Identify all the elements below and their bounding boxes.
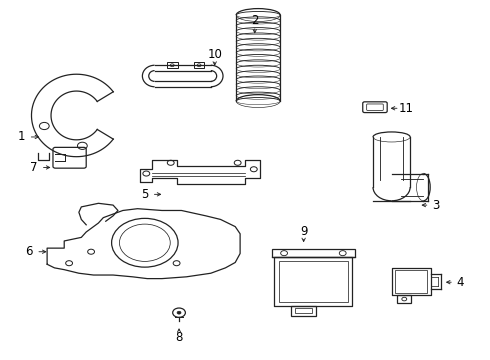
- Bar: [194, 62, 204, 68]
- Bar: [167, 62, 177, 68]
- Circle shape: [177, 311, 181, 314]
- Bar: [272, 249, 355, 257]
- Text: 8: 8: [175, 331, 183, 344]
- Text: 10: 10: [207, 48, 222, 61]
- Text: 9: 9: [300, 225, 307, 238]
- Text: 6: 6: [25, 245, 33, 258]
- Text: 2: 2: [251, 14, 259, 27]
- Text: 3: 3: [432, 199, 439, 212]
- Text: 11: 11: [399, 102, 414, 115]
- Bar: [395, 270, 427, 293]
- Text: 7: 7: [30, 161, 38, 174]
- Bar: [397, 296, 411, 303]
- Text: 5: 5: [141, 188, 148, 201]
- Text: 1: 1: [18, 130, 25, 144]
- Text: 4: 4: [456, 276, 464, 289]
- Bar: [295, 308, 313, 314]
- Bar: [279, 261, 347, 302]
- Bar: [292, 306, 316, 316]
